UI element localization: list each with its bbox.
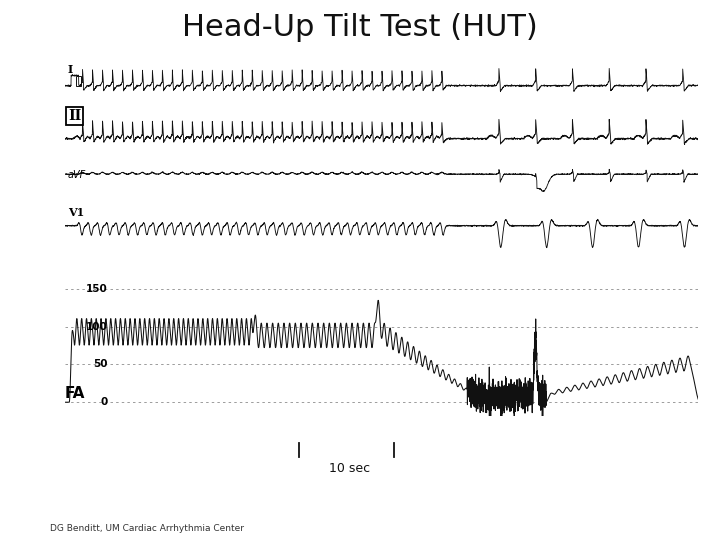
Bar	[76, 76, 81, 86]
Text: 0: 0	[101, 397, 108, 407]
Text: 50: 50	[94, 360, 108, 369]
Text: Head-Up Tilt Test (HUT): Head-Up Tilt Test (HUT)	[182, 14, 538, 43]
Text: I: I	[68, 64, 73, 75]
Text: 150: 150	[86, 284, 108, 294]
Text: FA: FA	[65, 386, 85, 401]
Text: 10 sec: 10 sec	[329, 462, 371, 475]
Text: 100: 100	[86, 322, 108, 332]
Text: DG Benditt, UM Cardiac Arrhythmia Center: DG Benditt, UM Cardiac Arrhythmia Center	[50, 524, 244, 533]
Text: aVF: aVF	[68, 170, 86, 180]
Text: V1: V1	[68, 207, 84, 218]
Text: II: II	[68, 109, 81, 123]
